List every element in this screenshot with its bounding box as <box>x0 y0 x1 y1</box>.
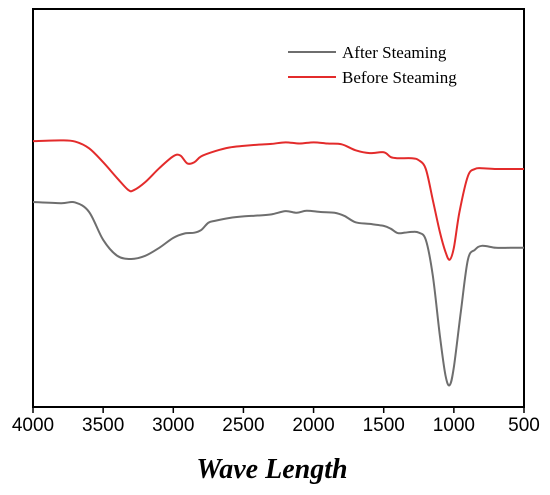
x-tick-label: 2500 <box>222 415 264 436</box>
series-lines <box>32 139 524 387</box>
legend-label: Before Steaming <box>342 68 457 87</box>
plot-frame <box>32 8 525 408</box>
series-line-after-steaming <box>32 200 524 387</box>
x-axis-title: Wave Length <box>196 454 347 485</box>
x-tick-label: 1500 <box>363 415 405 436</box>
x-tick-label: 4000 <box>12 415 54 436</box>
x-tick-label: 3500 <box>82 415 124 436</box>
legend-label: After Steaming <box>342 43 447 62</box>
x-tick-label: 3000 <box>152 415 194 436</box>
x-tick-label: 500 <box>508 415 540 436</box>
x-axis-tick-labels: 4000 3500 3000 2500 2000 1500 1000 500 <box>12 415 540 436</box>
x-tick-label: 1000 <box>433 415 475 436</box>
series-line-before-steaming <box>32 139 524 261</box>
legend: After Steaming Before Steaming <box>288 43 457 87</box>
x-tick-label: 2000 <box>292 415 334 436</box>
x-axis-ticks <box>32 407 525 413</box>
